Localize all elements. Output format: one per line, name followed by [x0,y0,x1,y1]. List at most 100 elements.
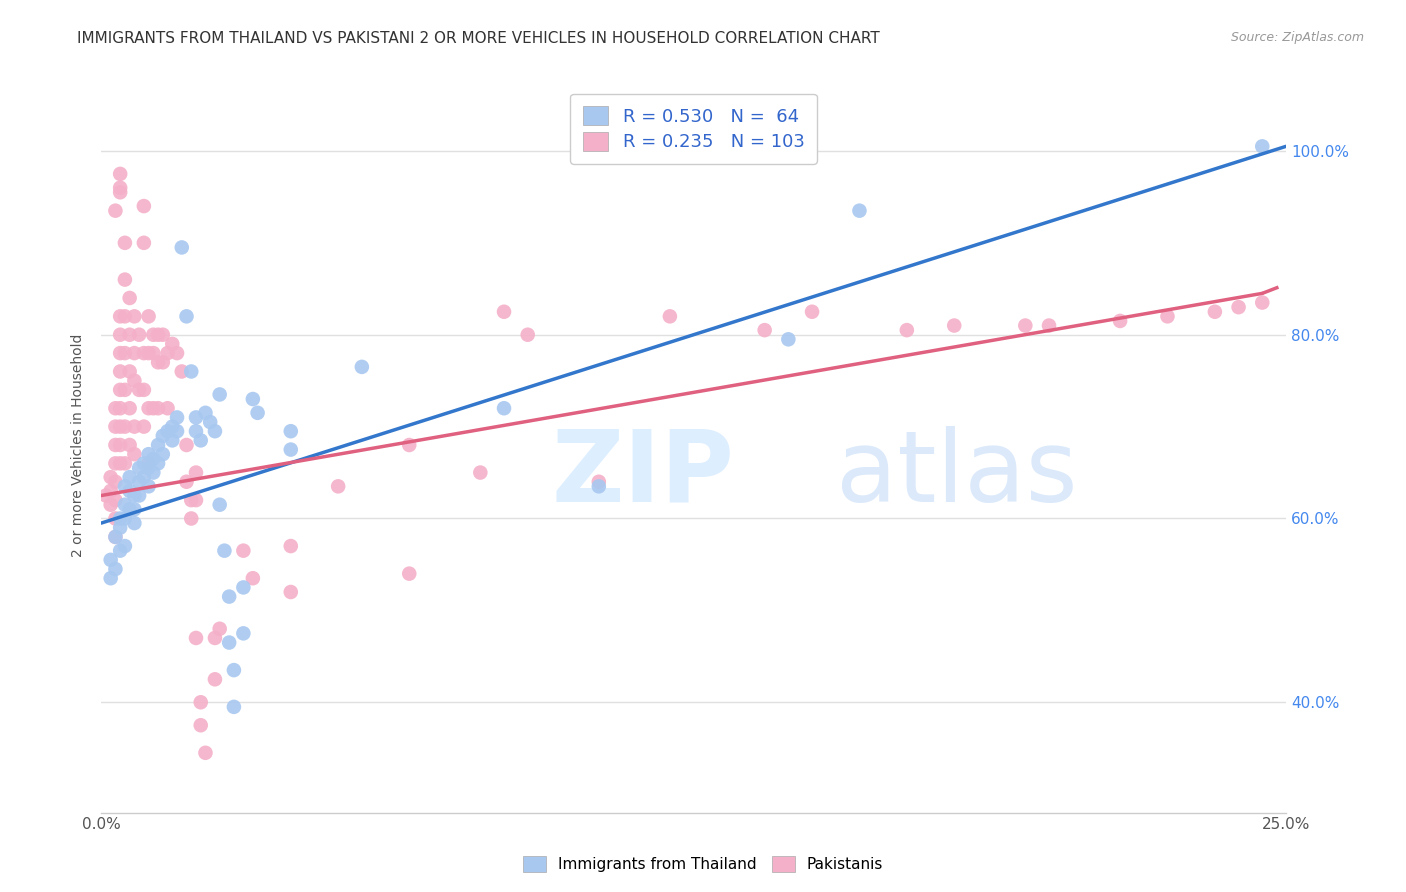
Point [176,438,198,452]
Point [108,543,131,558]
Point [100,498,122,512]
Point [108,438,131,452]
Point [146,327,169,342]
Point [114,456,136,470]
Point [114,539,136,553]
Point [108,456,131,470]
Point [152,447,174,461]
Point [118,502,141,516]
Point [166,410,188,425]
Point [280,539,302,553]
Point [118,483,141,498]
Point [398,566,420,581]
Point [242,571,264,585]
Point [152,429,174,443]
Point [128,327,150,342]
Point [246,406,269,420]
Point [190,718,212,732]
Point [118,438,141,452]
Point [142,401,165,416]
Point [208,498,231,512]
Point [114,511,136,525]
Point [208,387,231,401]
Point [280,442,302,457]
Point [132,456,155,470]
Point [114,235,136,250]
Point [118,364,141,378]
Point [104,438,127,452]
Point [108,511,131,525]
Point [658,310,681,324]
Point [124,447,146,461]
Point [1156,310,1178,324]
Point [118,327,141,342]
Point [398,438,420,452]
Point [132,235,155,250]
Point [184,466,207,480]
Legend: R = 0.530   N =  64, R = 0.235   N = 103: R = 0.530 N = 64, R = 0.235 N = 103 [571,94,817,164]
Point [214,543,236,558]
Point [470,466,492,480]
Point [142,346,165,360]
Point [124,489,146,503]
Point [104,419,127,434]
Point [280,424,302,438]
Point [492,401,515,416]
Point [104,530,127,544]
Point [222,663,245,677]
Point [100,470,122,484]
Point [200,415,222,429]
Point [162,419,184,434]
Point [492,304,515,318]
Point [208,622,231,636]
Point [138,447,160,461]
Point [128,383,150,397]
Point [104,475,127,489]
Point [114,498,136,512]
Point [1204,304,1226,318]
Point [118,291,141,305]
Point [104,493,127,508]
Point [104,530,127,544]
Point [104,562,127,576]
Point [108,346,131,360]
Point [1014,318,1036,333]
Point [108,327,131,342]
Point [180,364,202,378]
Point [170,240,193,254]
Point [176,310,198,324]
Point [118,401,141,416]
Point [100,553,122,567]
Point [156,346,179,360]
Point [124,502,146,516]
Point [194,406,217,420]
Point [108,419,131,434]
Point [328,479,350,493]
Point [108,180,131,194]
Point [94,489,117,503]
Point [118,470,141,484]
Point [170,364,193,378]
Point [754,323,776,337]
Point [138,401,160,416]
Point [280,585,302,599]
Point [124,419,146,434]
Point [128,489,150,503]
Point [104,401,127,416]
Point [108,186,131,200]
Point [132,346,155,360]
Point [108,383,131,397]
Point [1251,139,1274,153]
Text: atlas: atlas [835,425,1077,523]
Point [132,470,155,484]
Point [114,272,136,286]
Point [180,493,202,508]
Point [152,355,174,369]
Point [162,434,184,448]
Point [1251,295,1274,310]
Point [138,456,160,470]
Point [114,346,136,360]
Point [114,383,136,397]
Legend: Immigrants from Thailand, Pakistanis: Immigrants from Thailand, Pakistanis [515,848,891,880]
Point [146,456,169,470]
